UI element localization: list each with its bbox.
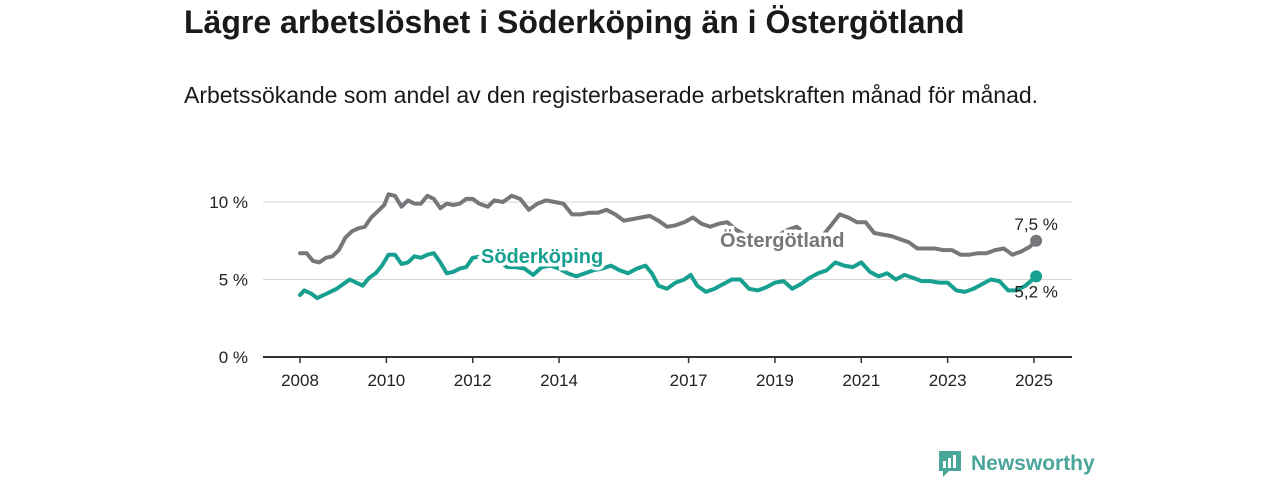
y-tick-label: 10 % bbox=[209, 193, 248, 212]
x-tick-label: 2014 bbox=[540, 371, 578, 390]
end-point-marker bbox=[1030, 234, 1043, 247]
series-label-ostergotland: Östergötland bbox=[720, 229, 844, 252]
x-tick-label: 2012 bbox=[454, 371, 492, 390]
chart-subtitle: Arbetssökande som andel av den registerb… bbox=[184, 82, 1039, 108]
series-line-ostergotland bbox=[298, 192, 1039, 265]
newsworthy-logo[interactable]: Newsworthy bbox=[937, 448, 1095, 480]
x-tick-label: 2008 bbox=[281, 371, 319, 390]
y-tick-labels: 0 % 5 % 10 % bbox=[209, 193, 248, 367]
line-chart: 0 %5 %10 % 2008 2010 2012 2014 2017 2019 2021 2… bbox=[209, 192, 1072, 390]
y-tick-label: 0 % bbox=[219, 348, 248, 367]
end-markers: 7,5 % 5,2 % bbox=[1014, 215, 1057, 302]
end-value-label: 7,5 % bbox=[1014, 215, 1057, 234]
x-tick-label: 2025 bbox=[1015, 371, 1053, 390]
y-tick-label: 5 % bbox=[219, 271, 248, 290]
series-labels: Östergötland Söderköping bbox=[478, 226, 848, 272]
x-tick-label: 2023 bbox=[929, 371, 967, 390]
series-label-soderkoping: Söderköping bbox=[481, 246, 603, 268]
x-tick-label: 2017 bbox=[670, 371, 708, 390]
x-tick-label: 2019 bbox=[756, 371, 794, 390]
grid-lines bbox=[263, 201, 1072, 280]
x-tick-label: 2010 bbox=[367, 371, 405, 390]
brand-name: Newsworthy bbox=[971, 452, 1095, 475]
x-axis: 2008 2010 2012 2014 2017 2019 2021 2023 2025 bbox=[263, 356, 1072, 390]
bar-chart-badge-icon bbox=[939, 451, 961, 477]
end-value-label: 5,2 % bbox=[1014, 282, 1057, 301]
end-point-marker bbox=[1030, 270, 1043, 283]
series-line-soderkoping bbox=[298, 251, 1039, 301]
series-lines bbox=[298, 192, 1039, 301]
chart-title: Lägre arbetslöshet i Söderköping än i Ös… bbox=[184, 4, 965, 40]
x-tick-label: 2021 bbox=[842, 371, 880, 390]
